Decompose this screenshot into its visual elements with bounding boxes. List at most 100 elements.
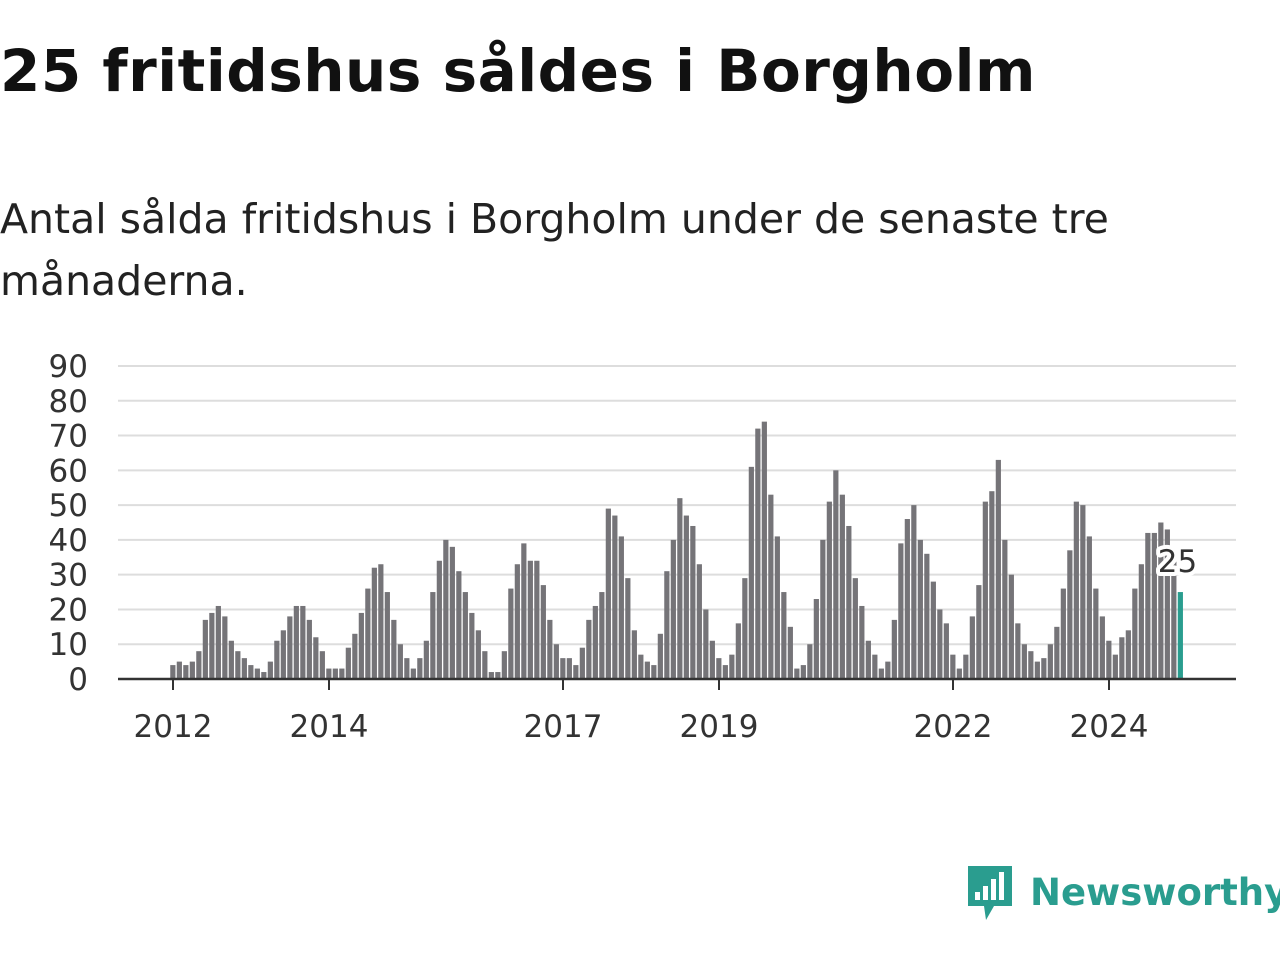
bar: [397, 644, 403, 679]
bar: [339, 668, 345, 679]
bar: [170, 665, 176, 679]
bar: [963, 654, 969, 679]
bar: [293, 605, 299, 679]
bar: [1119, 637, 1125, 679]
bar: [547, 619, 553, 679]
bar: [371, 567, 377, 679]
bar: [488, 672, 494, 679]
bar: [852, 578, 858, 679]
bar: [690, 525, 696, 679]
bar: [1158, 522, 1164, 679]
bar: [670, 539, 676, 679]
bar: [1041, 658, 1047, 679]
bar: [599, 592, 605, 679]
bar: [735, 623, 741, 679]
x-tick-label: 2019: [680, 709, 759, 745]
bar: [995, 459, 1001, 679]
bar: [586, 619, 592, 679]
y-tick-label: 50: [49, 488, 88, 524]
bar: [807, 644, 813, 679]
bar: [924, 553, 930, 679]
bar: [1060, 588, 1066, 679]
bar: [859, 605, 865, 679]
x-tick-label: 2022: [914, 709, 993, 745]
bar: [508, 588, 514, 679]
y-tick-label: 70: [49, 419, 88, 455]
bar: [813, 599, 819, 679]
bar: [1002, 539, 1008, 679]
bar: [787, 626, 793, 679]
bar: [911, 505, 917, 679]
bar: [410, 668, 416, 679]
bar: [222, 616, 228, 679]
bar: [534, 560, 540, 679]
bar: [345, 647, 351, 679]
bar: [514, 564, 520, 679]
brand-name: Newsworthy: [1030, 870, 1280, 914]
bar: [274, 640, 280, 679]
bar: [748, 466, 754, 679]
bar: [1132, 588, 1138, 679]
bar: [1145, 532, 1151, 679]
bar: [267, 661, 273, 679]
chart-subtitle: Antal sålda fritidshus i Borgholm under …: [0, 195, 1109, 305]
bar: [1034, 661, 1040, 679]
bar: [469, 612, 475, 679]
bar: [937, 609, 943, 679]
bar: [982, 501, 988, 679]
bar: [833, 470, 839, 679]
bar: [612, 515, 618, 679]
bar: [300, 605, 306, 679]
y-tick-label: 10: [49, 627, 88, 663]
bar: [631, 630, 637, 679]
bar: [553, 644, 559, 679]
y-tick-label: 60: [49, 453, 88, 489]
bar: [306, 619, 312, 679]
bar: [1054, 626, 1060, 679]
bar: [501, 651, 507, 679]
bar: [1125, 630, 1131, 679]
bar: [482, 651, 488, 679]
bar: [573, 665, 579, 679]
bar: [839, 494, 845, 679]
bar: [950, 654, 956, 679]
bar: [872, 654, 878, 679]
bar: [683, 515, 689, 679]
bar: [703, 609, 709, 679]
bar: [677, 498, 683, 679]
bar: [579, 647, 585, 679]
bar: [664, 571, 670, 679]
bar: [521, 543, 527, 679]
bar: [417, 658, 423, 679]
bar: [540, 585, 546, 679]
bar: [696, 564, 702, 679]
bar: [1164, 529, 1170, 679]
x-tick-label: 2024: [1070, 709, 1149, 745]
y-tick-label: 80: [49, 384, 88, 420]
bar: [651, 665, 657, 679]
bar: [475, 630, 481, 679]
bar: [1099, 616, 1105, 679]
bar: [313, 637, 319, 679]
bar: [846, 525, 852, 679]
bar: [430, 592, 436, 679]
bar: [1171, 560, 1177, 679]
newsworthy-logo-icon: [968, 866, 1012, 920]
chart-title: 25 fritidshus såldes i Borgholm: [0, 37, 1036, 105]
bar: [1086, 536, 1092, 679]
y-tick-label: 20: [49, 592, 88, 628]
bar: [436, 560, 442, 679]
bar: [235, 651, 241, 679]
bar: [625, 578, 631, 679]
bar: [716, 658, 722, 679]
bar: [378, 564, 384, 679]
bar: [1093, 588, 1099, 679]
bar: [1106, 640, 1112, 679]
bar: [865, 640, 871, 679]
bar: [1073, 501, 1079, 679]
y-tick-label: 0: [68, 662, 88, 698]
bar: [209, 612, 215, 679]
bar: [1138, 564, 1144, 679]
bar: [1021, 644, 1027, 679]
